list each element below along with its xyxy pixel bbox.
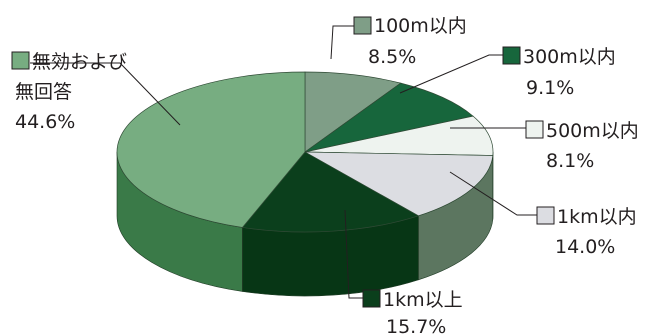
label-1km-within-name: 1km以内 <box>557 206 637 228</box>
label-1km-over: 1km以上 15.7% <box>362 289 463 336</box>
leader-line-invalid <box>30 62 181 126</box>
legend-swatch-100m <box>353 16 372 35</box>
label-300m-name: 300m以内 <box>523 46 616 68</box>
label-1km-over-value: 15.7% <box>386 316 446 336</box>
leader-line-100m <box>330 25 354 60</box>
pie-slice-500m <box>304 115 494 156</box>
label-500m-name: 500m以内 <box>546 120 639 142</box>
leader-line-1km-within <box>449 171 537 216</box>
label-100m: 100m以内 8.5% <box>353 15 467 68</box>
label-300m: 300m以内 9.1% <box>502 46 616 99</box>
label-100m-value: 8.5% <box>368 46 416 68</box>
legend-swatch-1km-over <box>362 289 381 308</box>
label-1km-within: 1km以内 14.0% <box>536 206 637 258</box>
legend-swatch-invalid <box>11 51 30 70</box>
label-invalid-no-answer: 無効および 無回答 44.6% <box>11 51 127 133</box>
pie-slice-1km-over <box>241 151 420 233</box>
legend-swatch-300m <box>502 46 521 65</box>
label-invalid-value: 44.6% <box>15 111 75 133</box>
label-1km-within-value: 14.0% <box>555 236 615 258</box>
pie-slice-100m <box>304 71 402 153</box>
leader-line-300m <box>399 54 503 94</box>
pie-slice-1km-within <box>304 151 494 217</box>
pie-sides <box>116 151 494 297</box>
label-1km-over-name: 1km以上 <box>383 289 463 311</box>
leader-line-1km-over <box>344 209 363 299</box>
pie-slice-invalid <box>116 71 306 228</box>
pie-slices <box>116 71 494 233</box>
label-invalid-name-line2: 無回答 <box>15 81 72 103</box>
legend-swatch-500m <box>525 120 544 139</box>
legend-swatch-1km-within <box>536 206 555 225</box>
label-500m-value: 8.1% <box>546 150 594 172</box>
label-500m: 500m以内 8.1% <box>525 120 639 172</box>
label-invalid-name-line1: 無効および <box>32 51 127 73</box>
label-100m-name: 100m以内 <box>374 15 467 37</box>
pie-slice-300m <box>304 82 474 153</box>
label-300m-value: 9.1% <box>526 77 574 99</box>
leader-lines <box>30 25 537 299</box>
